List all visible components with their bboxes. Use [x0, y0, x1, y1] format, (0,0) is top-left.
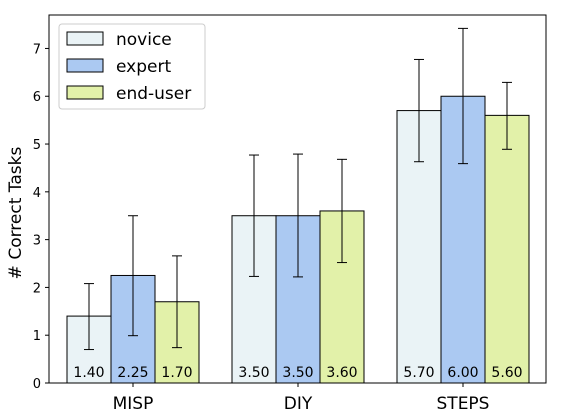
y-tick-label-3: 3 — [33, 234, 41, 249]
plot-frame — [48, 14, 547, 384]
x-tick-label-misp: MISP — [113, 394, 154, 414]
value-label-end-user-misp: 1.70 — [161, 365, 192, 381]
value-label-expert-steps: 6.00 — [447, 365, 478, 381]
y-tick-label-2: 2 — [33, 281, 41, 296]
y-tick-label-7: 7 — [33, 42, 41, 57]
y-tick-label-4: 4 — [33, 186, 41, 201]
legend-label-novice: novice — [116, 30, 172, 50]
y-axis-title: # Correct Tasks — [6, 147, 26, 280]
axes-layer: MISP DIY STEPS 0 1 2 3 4 5 6 7 — [33, 14, 547, 414]
legend: novice expert end-user — [58, 23, 206, 110]
y-tick-label-0: 0 — [33, 377, 41, 392]
legend-swatch-end-user — [66, 85, 104, 100]
bar-end-user-steps — [484, 114, 530, 384]
value-labels-layer: 1.40 2.25 1.70 3.50 3.50 3.60 5.70 6.00 5.60 — [73, 365, 522, 381]
value-label-expert-misp: 2.25 — [117, 365, 148, 381]
legend-swatch-novice — [66, 31, 104, 46]
x-tick-label-steps: STEPS — [437, 394, 490, 414]
legend-label-end-user: end-user — [116, 84, 191, 104]
error-bars-layer — [84, 27, 512, 351]
legend-label-expert: expert — [116, 57, 171, 77]
x-tick-label-diy: DIY — [284, 394, 313, 414]
y-tick-label-1: 1 — [33, 329, 41, 344]
value-label-novice-misp: 1.40 — [73, 365, 104, 381]
y-tick-label-5: 5 — [33, 138, 41, 153]
legend-swatch-expert — [66, 58, 104, 73]
value-label-end-user-diy: 3.60 — [326, 365, 357, 381]
value-label-novice-steps: 5.70 — [403, 365, 434, 381]
value-label-end-user-steps: 5.60 — [491, 365, 522, 381]
y-tick-label-6: 6 — [33, 90, 41, 105]
value-label-novice-diy: 3.50 — [238, 365, 269, 381]
value-label-expert-diy: 3.50 — [282, 365, 313, 381]
